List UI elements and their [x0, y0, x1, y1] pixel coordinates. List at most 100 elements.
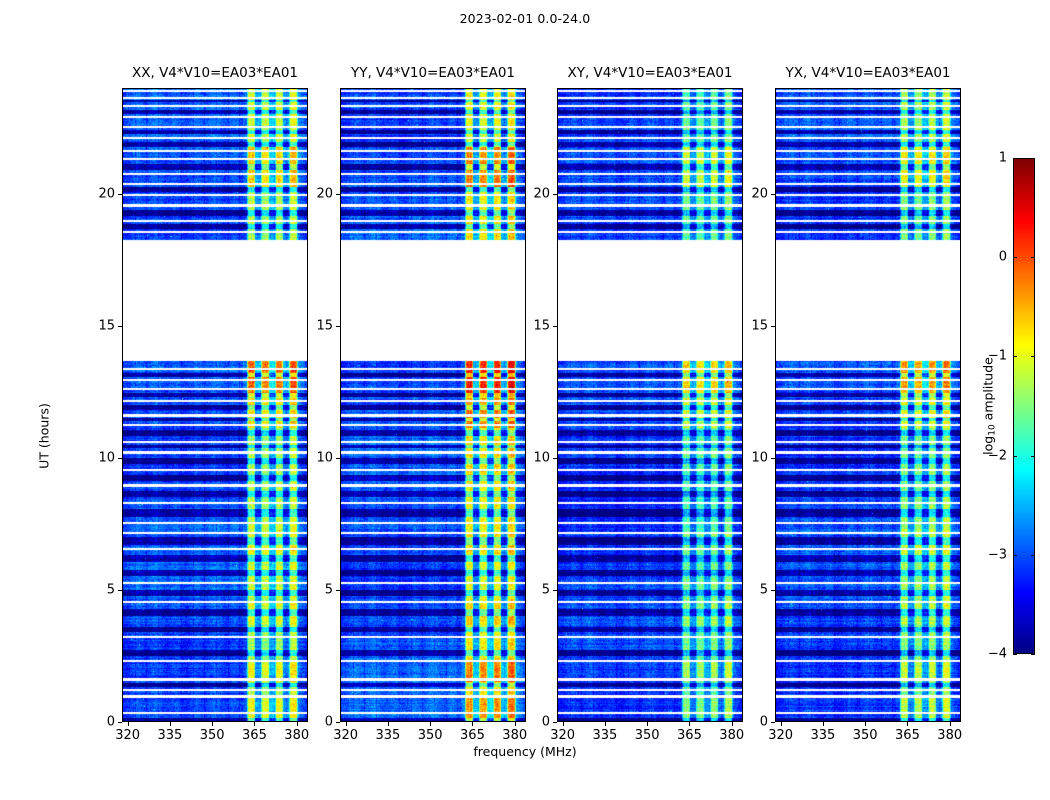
- colorbar-ticks: 1 0 −1 −2 −3 −4: [988, 151, 1035, 662]
- y-tick-label: 5: [324, 582, 333, 598]
- colorbar-tick-mark: [1031, 257, 1035, 259]
- y-tick-label: 15: [533, 318, 550, 334]
- y-tick-mark: [336, 722, 340, 723]
- colorbar-tick-mark: [1031, 455, 1035, 457]
- panel-title-yx: YX, V4*V10=EA03*EA01: [785, 65, 951, 81]
- x-axis-ticks-xy: 320 335 350 365 380: [550, 722, 745, 752]
- x-tick-label: 380: [719, 728, 745, 743]
- x-tick-label: 365: [242, 728, 267, 743]
- y-tick-label: 20: [316, 186, 333, 202]
- colorbar-label-sub: 10: [987, 424, 998, 436]
- colorbar-tick-label: −3: [987, 547, 1007, 563]
- y-tick-mark: [336, 457, 340, 459]
- x-tick-mark: [907, 722, 909, 726]
- x-tick-label: 335: [810, 728, 836, 743]
- y-tick-mark: [118, 722, 122, 723]
- x-axis-ticks-xx: 320 335 350 365 380: [115, 722, 310, 752]
- axes-frame-yy: [340, 88, 526, 722]
- panel-title-xy: XY, V4*V10=EA03*EA01: [567, 65, 733, 81]
- axes-frame-yx: [775, 88, 961, 722]
- y-tick-label: 10: [533, 450, 550, 466]
- y-tick-label: 15: [98, 318, 115, 334]
- spectrum-panel-xx: XX, V4*V10=EA03*EA01 320 335 350 365 380 0 5 10 1…: [98, 65, 309, 743]
- y-tick-mark: [771, 722, 775, 723]
- colorbar-tick-mark: [1031, 158, 1035, 159]
- colorbar-tick-label: 1: [998, 150, 1007, 166]
- x-tick-label: 320: [550, 728, 576, 743]
- x-tick-label: 380: [284, 728, 310, 743]
- x-tick-mark: [430, 722, 432, 726]
- colorbar-tick-mark: [1031, 356, 1035, 358]
- colorbar-tick-label: −4: [987, 646, 1007, 662]
- x-tick-label: 365: [895, 728, 920, 743]
- colorbar-tick-mark: [1013, 654, 1017, 655]
- x-tick-mark: [822, 722, 824, 726]
- y-tick-label: 15: [316, 318, 333, 334]
- y-tick-label: 20: [751, 186, 768, 202]
- colorbar-tick-mark: [1031, 654, 1035, 655]
- x-tick-label: 380: [502, 728, 528, 743]
- y-tick-mark: [118, 589, 122, 591]
- axes-frame-xy: [557, 88, 743, 722]
- x-tick-mark: [472, 722, 474, 726]
- axes-frame-xx: [122, 88, 308, 722]
- colorbar-tick-label: −2: [987, 448, 1007, 464]
- y-tick-label: 20: [533, 186, 550, 202]
- x-tick-mark: [731, 722, 733, 726]
- y-tick-mark: [771, 193, 775, 195]
- figure-suptitle: 2023-02-01 0.0-24.0: [459, 11, 591, 26]
- y-tick-label: 10: [98, 450, 115, 466]
- spectrum-panel-yx: YX, V4*V10=EA03*EA01 320 335 350 365 380 0 5 10 1…: [751, 65, 962, 743]
- x-axis-ticks-yy: 320 335 350 365 380: [333, 722, 528, 752]
- y-tick-label: 5: [541, 582, 550, 598]
- y-tick-mark: [553, 325, 557, 327]
- colorbar-tick-mark: [1013, 356, 1017, 358]
- y-tick-mark: [553, 589, 557, 591]
- colorbar-label-prefix: log: [980, 435, 996, 455]
- panel-title-xx: XX, V4*V10=EA03*EA01: [131, 65, 298, 81]
- y-tick-label: 0: [541, 714, 550, 730]
- y-axis-ticks-yy: 0 5 10 15 20: [296, 88, 340, 730]
- x-tick-label: 335: [375, 728, 401, 743]
- x-tick-mark: [345, 722, 347, 726]
- y-tick-label: 5: [759, 582, 768, 598]
- x-tick-label: 335: [157, 728, 183, 743]
- x-tick-mark: [949, 722, 951, 726]
- y-tick-mark: [771, 589, 775, 591]
- colorbar-tick-mark: [1031, 554, 1035, 556]
- x-tick-mark: [387, 722, 389, 726]
- x-tick-label: 350: [634, 728, 660, 743]
- x-tick-label: 350: [417, 728, 443, 743]
- y-tick-label: 10: [316, 450, 333, 466]
- x-tick-mark: [514, 722, 516, 726]
- colorbar-tick-mark: [1013, 158, 1017, 159]
- x-tick-mark: [212, 722, 214, 726]
- y-tick-mark: [771, 457, 775, 459]
- x-tick-label: 380: [937, 728, 963, 743]
- colorbar-tick-mark: [1013, 257, 1017, 259]
- colorbar-tick-mark: [1013, 554, 1017, 556]
- x-axis-ticks-yx: 320 335 350 365 380: [768, 722, 963, 752]
- y-tick-label: 0: [106, 714, 115, 730]
- y-tick-label: 0: [324, 714, 333, 730]
- y-tick-label: 0: [759, 714, 768, 730]
- x-tick-mark: [254, 722, 256, 726]
- y-axis-ticks-xy: 0 5 10 15 20: [513, 88, 557, 730]
- x-tick-mark: [169, 722, 171, 726]
- y-tick-mark: [336, 325, 340, 327]
- x-tick-label: 365: [677, 728, 702, 743]
- x-tick-label: 365: [460, 728, 485, 743]
- x-tick-mark: [780, 722, 782, 726]
- y-tick-mark: [553, 457, 557, 459]
- x-tick-label: 350: [852, 728, 878, 743]
- spectrum-panel-xy: XY, V4*V10=EA03*EA01 320 335 350 365 380 0 5 10 1…: [533, 65, 744, 743]
- y-tick-mark: [118, 325, 122, 327]
- y-tick-mark: [771, 325, 775, 327]
- x-axis-label: frequency (MHz): [473, 744, 577, 759]
- y-tick-mark: [118, 457, 122, 459]
- colorbar-label-suffix: amplitude: [980, 357, 996, 425]
- y-tick-label: 20: [98, 186, 115, 202]
- x-tick-mark: [647, 722, 649, 726]
- dynamic-spectrum-image-yy: [341, 89, 525, 721]
